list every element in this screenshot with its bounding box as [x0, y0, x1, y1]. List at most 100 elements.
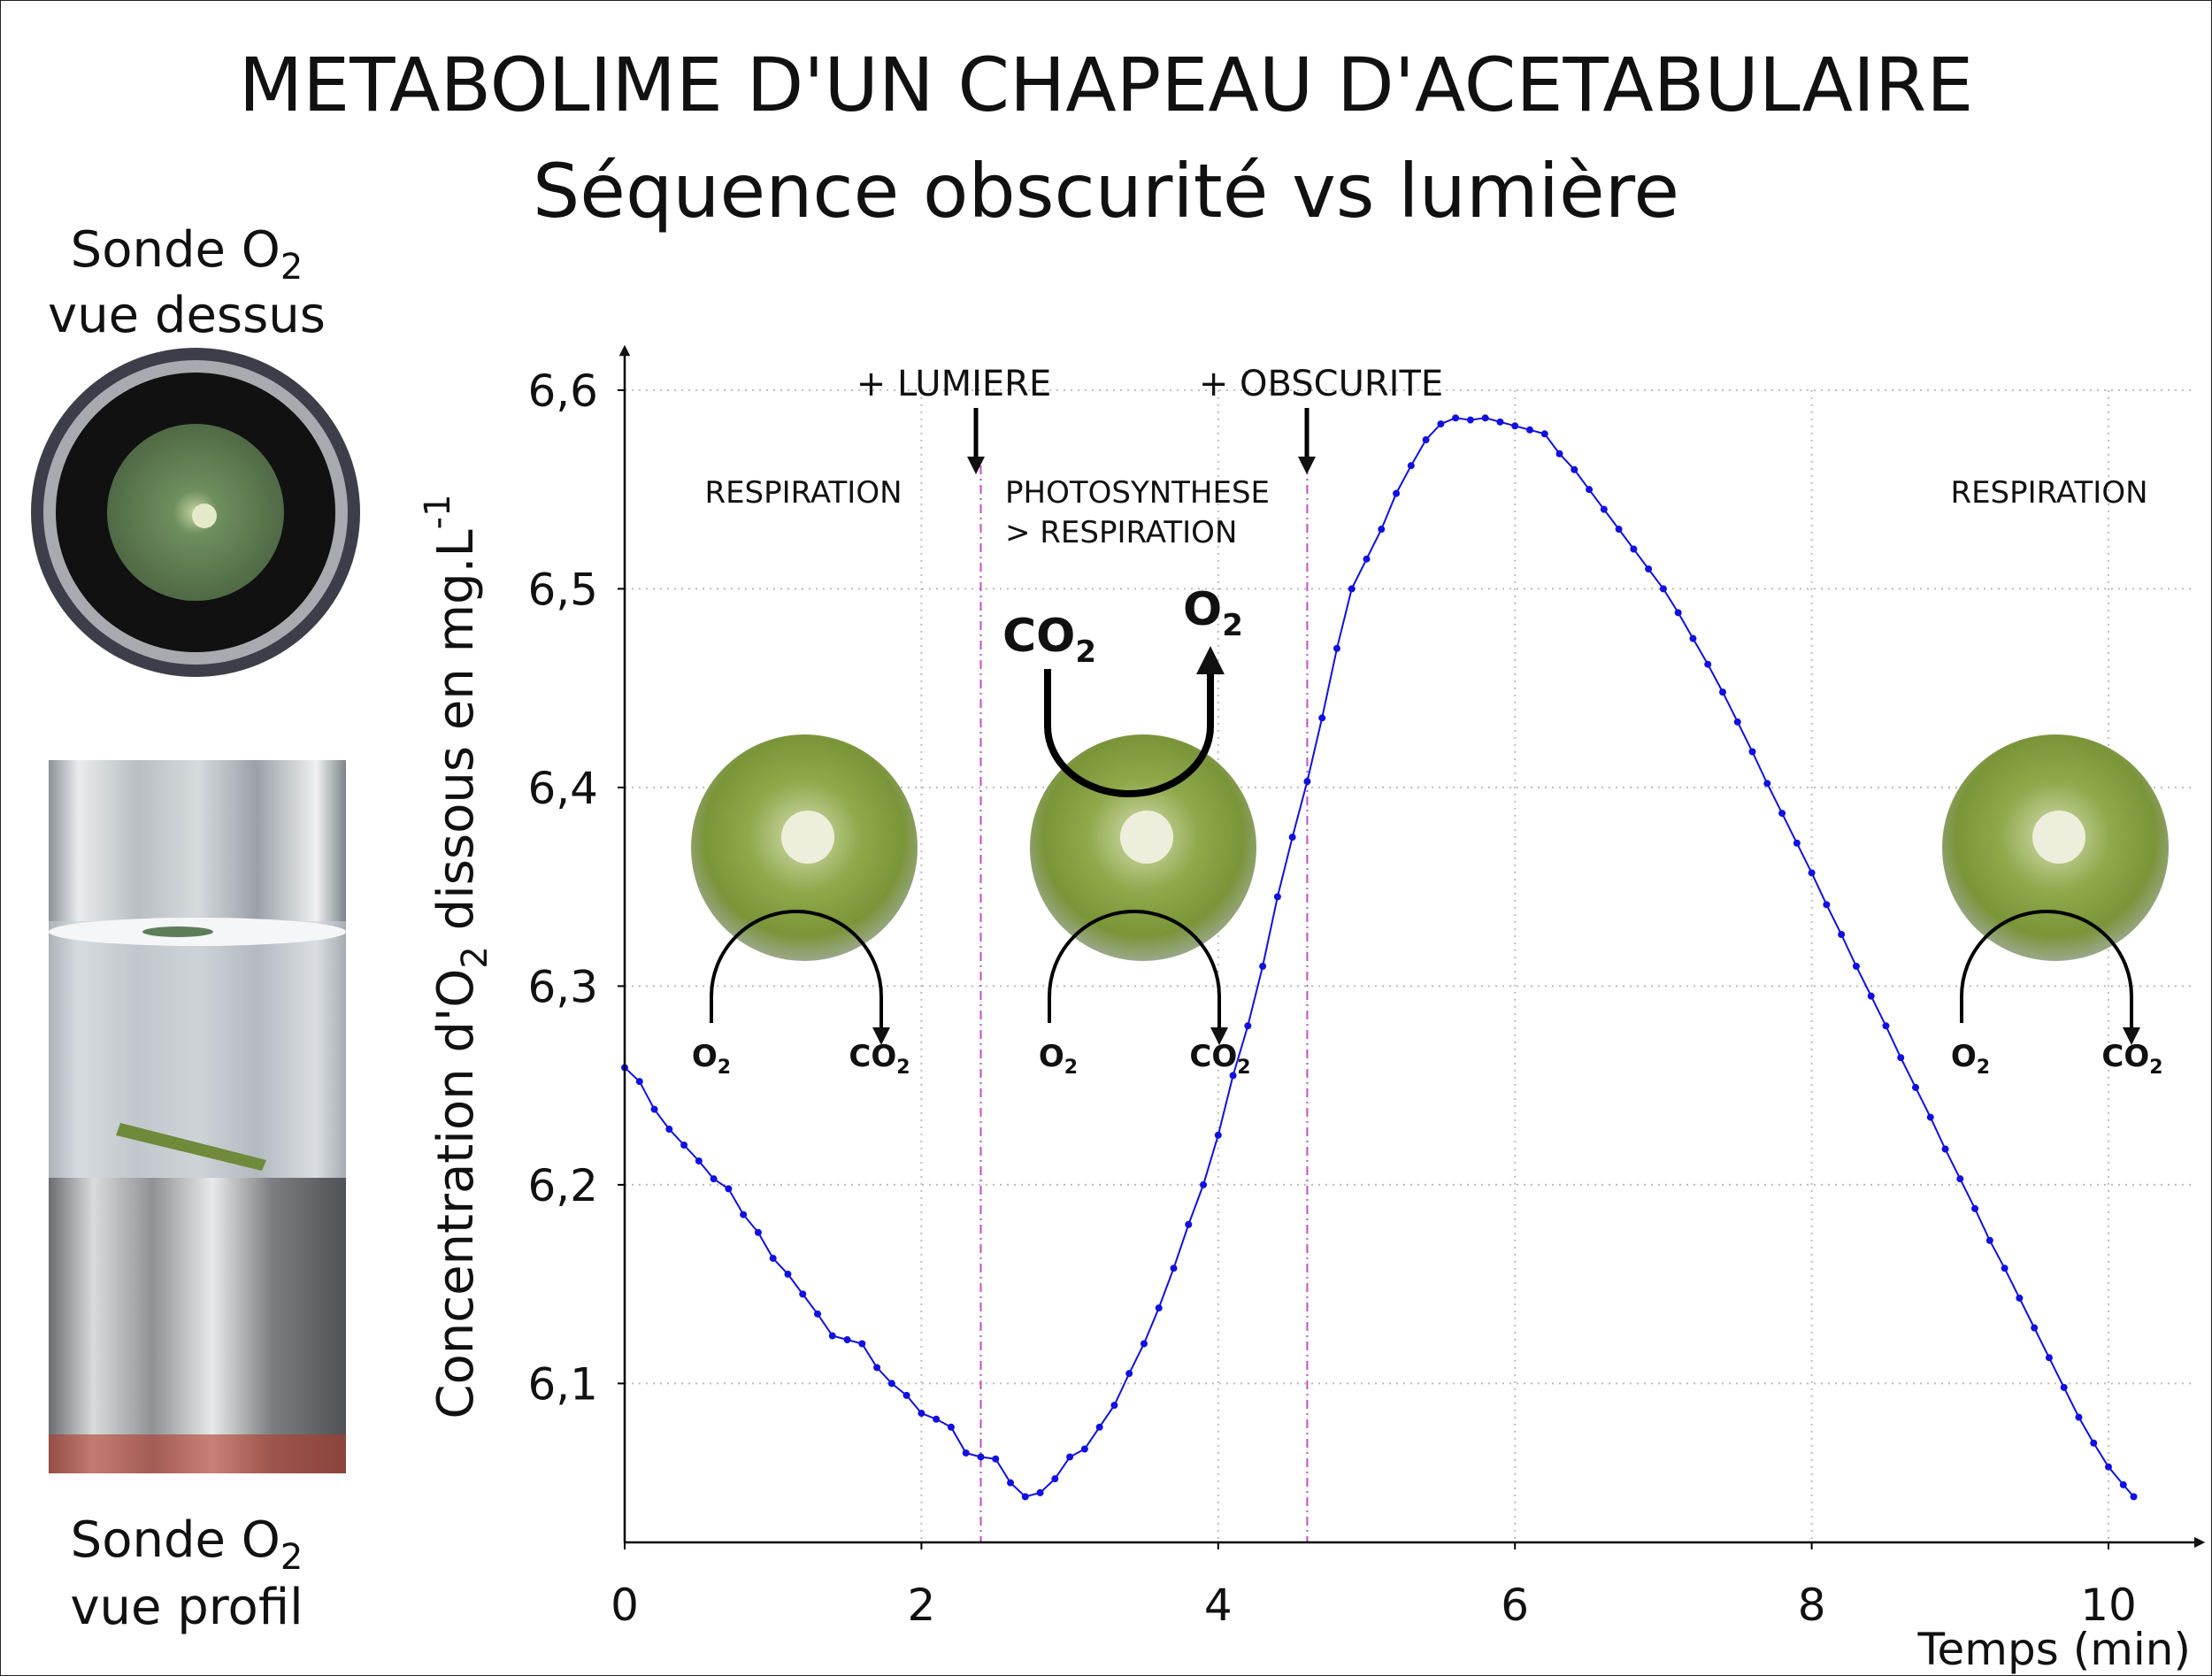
data-point	[754, 1228, 762, 1236]
data-point	[1778, 810, 1786, 818]
phase-label-respiration-gt: > RESPIRATION	[1005, 515, 1237, 550]
data-point	[1481, 414, 1489, 422]
probe-side-label-sub: 2	[280, 1537, 303, 1578]
data-point	[1244, 1022, 1252, 1030]
probe-top-label-text: Sonde O	[71, 221, 280, 279]
respiration-cycle-arrow	[1048, 910, 1228, 1045]
data-point	[1229, 1072, 1237, 1080]
data-point	[1748, 748, 1756, 756]
axes	[618, 344, 2206, 1549]
data-point	[1155, 1304, 1163, 1312]
probe-top-photo	[31, 348, 360, 677]
x-tick-label: 2	[907, 1580, 935, 1631]
y-tick-label: 6,2	[527, 1160, 598, 1211]
photo-o2-label: O2	[1183, 583, 1243, 643]
x-axis-label: Temps (min)	[1917, 1624, 2192, 1675]
co2-label: CO2	[849, 1039, 910, 1079]
x-ticks: 0 2 4 6 8 10	[611, 1542, 2137, 1631]
respiration-cycle-arrow	[1960, 910, 2140, 1045]
data-point	[1422, 436, 1430, 444]
data-point	[1674, 609, 1682, 617]
data-point	[2045, 1354, 2053, 1362]
data-point	[947, 1423, 955, 1431]
data-point	[1926, 1113, 1934, 1121]
data-point	[1333, 644, 1340, 652]
data-point	[1586, 486, 1594, 494]
data-point	[710, 1175, 718, 1183]
title-line2: Séquence obscurité vs lumière	[533, 148, 1679, 234]
x-tick-label: 0	[611, 1580, 639, 1631]
data-point	[1897, 1054, 1905, 1062]
y-axis-label-sub: 2	[455, 946, 495, 968]
probe-top-label-line1: Sonde O2	[71, 221, 303, 288]
chart: 0 2 4 6 8 10 6,1 6,2 6,3 6,4 6,5 6,6 Temps (min) C…	[418, 344, 2206, 1675]
data-point	[1704, 660, 1712, 668]
data-point	[1066, 1453, 1074, 1461]
data-point	[992, 1455, 1000, 1463]
data-point	[2016, 1294, 2024, 1302]
data-point	[858, 1340, 866, 1348]
data-point	[1985, 1236, 1993, 1244]
cell-nucleus	[1120, 811, 1173, 864]
title-line1: METABOLIME D'UN CHAPEAU D'ACETABULAIRE	[239, 42, 1974, 128]
probe-side-label-line2: vue profil	[70, 1579, 303, 1636]
grid	[625, 388, 2195, 1542]
data-point	[665, 1126, 673, 1134]
data-point	[1007, 1479, 1015, 1487]
data-point	[1956, 1175, 1964, 1183]
data-point	[1051, 1475, 1059, 1483]
data-point	[1303, 778, 1311, 786]
data-point	[1971, 1204, 1979, 1212]
data-point	[1600, 505, 1608, 513]
co2-label: CO2	[2101, 1039, 2162, 1079]
data-point	[1080, 1445, 1088, 1453]
probe-side-label-text: Sonde O	[71, 1511, 280, 1569]
data-point	[1288, 834, 1296, 842]
data-point	[902, 1391, 910, 1399]
data-point	[1808, 869, 1816, 877]
data-point	[1496, 418, 1504, 426]
y-ticks: 6,1 6,2 6,3 6,4 6,5 6,6	[527, 365, 625, 1410]
phase-label-photosynthese: PHOTOSYNTHESE	[1005, 475, 1270, 511]
probe-top-label-line2: vue dessus	[48, 287, 326, 344]
data-point	[1318, 714, 1326, 722]
y-tick-label: 6,6	[527, 365, 598, 417]
data-point	[1823, 901, 1831, 909]
data-point	[1140, 1340, 1148, 1348]
data-point	[977, 1453, 985, 1461]
data-point	[2060, 1383, 2068, 1391]
data-point	[1170, 1265, 1178, 1272]
data-point	[740, 1211, 748, 1219]
data-point	[1393, 489, 1401, 497]
data-point	[1511, 422, 1519, 430]
data-point	[1273, 893, 1281, 901]
y-axis-label-sup: -1	[418, 494, 458, 529]
x-tick-label: 8	[1798, 1580, 1826, 1631]
series-o2	[621, 414, 2138, 1501]
event-label-obscurite: + OBSCURITE	[1199, 364, 1443, 404]
data-point	[1615, 526, 1623, 534]
data-point	[725, 1185, 733, 1193]
data-point	[784, 1270, 792, 1278]
probe-side-photo	[49, 760, 346, 1473]
data-point	[1214, 1131, 1222, 1139]
data-point	[1437, 420, 1445, 428]
data-point	[1407, 462, 1415, 470]
data-point	[2119, 1480, 2127, 1488]
data-point	[1185, 1220, 1193, 1228]
o2-label: O2	[1039, 1039, 1078, 1079]
data-point	[2031, 1324, 2039, 1332]
data-point	[873, 1364, 881, 1372]
probe-side-label-line1: Sonde O2	[71, 1511, 303, 1578]
data-point	[695, 1157, 703, 1165]
co2-label: CO2	[1189, 1039, 1250, 1079]
event-label-lumiere: + LUMIERE	[856, 364, 1051, 404]
photosynthesis-cycle-arrow	[1044, 646, 1225, 797]
data-point	[1882, 1022, 1890, 1030]
data-point	[1036, 1488, 1044, 1496]
data-point	[1793, 839, 1801, 847]
y-axis-label: Concentration d'O2 dissous en mg.L-1	[418, 494, 495, 1418]
cell-nucleus	[2032, 811, 2085, 864]
